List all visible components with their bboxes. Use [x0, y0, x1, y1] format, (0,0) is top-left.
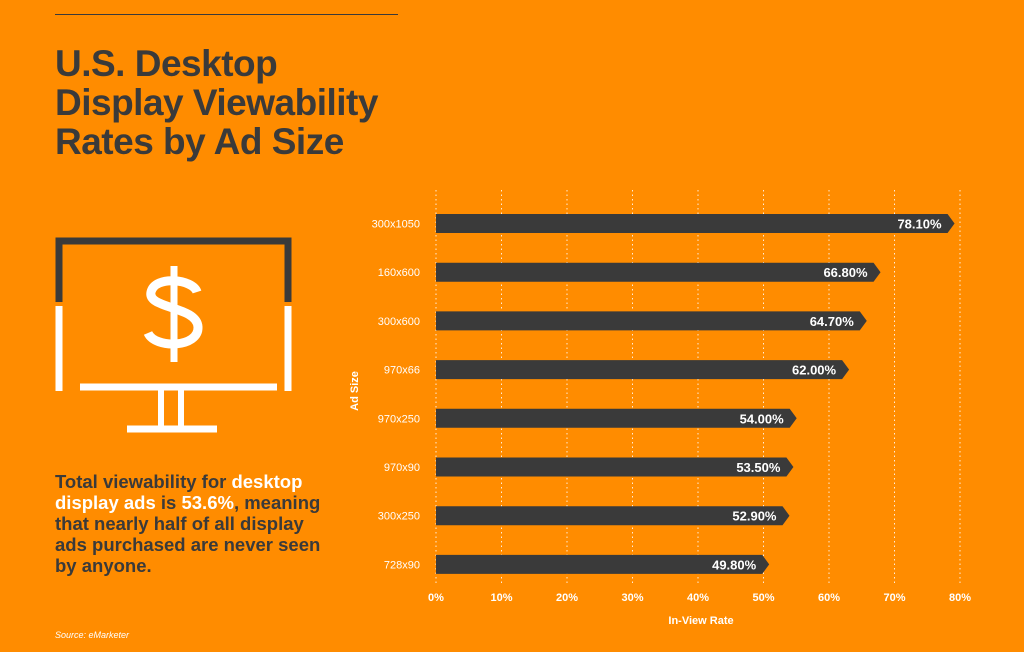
category-label: 970x66 — [384, 365, 420, 377]
x-tick-label: 0% — [428, 592, 444, 604]
summary-part-3: , meaning that nearly half of all displa… — [55, 492, 321, 576]
summary-text: Total viewability for desktop display ad… — [55, 471, 325, 576]
x-tick-label: 60% — [818, 592, 840, 604]
category-label: 300x250 — [378, 511, 420, 523]
value-label: 53.50% — [736, 460, 781, 475]
page-title: U.S. Desktop Display Viewability Rates b… — [55, 44, 378, 161]
value-label: 78.10% — [897, 217, 942, 232]
category-label: 300x600 — [378, 316, 420, 328]
title-line-2: Display Viewability — [55, 82, 378, 123]
summary-part-1: Total viewability for — [55, 471, 232, 492]
bar — [436, 360, 850, 380]
title-line-1: U.S. Desktop — [55, 43, 278, 84]
x-tick-label: 80% — [949, 592, 971, 604]
bar — [436, 262, 881, 282]
source-note: Source: eMarketer — [55, 630, 130, 640]
summary-part-2: is — [155, 492, 182, 513]
value-label: 66.80% — [823, 265, 868, 280]
x-tick-label: 10% — [490, 592, 512, 604]
bar — [436, 408, 797, 428]
bar — [436, 214, 955, 233]
category-label: 160x600 — [378, 267, 420, 279]
monitor-dollar-icon — [55, 236, 295, 436]
value-label: 52.90% — [732, 509, 777, 524]
bar — [436, 506, 790, 526]
y-axis-title: Ad Size — [349, 371, 361, 411]
value-label: 49.80% — [712, 557, 757, 572]
title-line-3: Rates by Ad Size — [55, 121, 344, 162]
category-label: 300x1050 — [372, 219, 420, 231]
x-tick-label: 70% — [883, 592, 905, 604]
x-tick-label: 30% — [621, 592, 643, 604]
value-label: 54.00% — [740, 411, 785, 426]
summary-highlight-1: desktop display ads — [55, 471, 303, 513]
x-axis-title: In-View Rate — [668, 615, 733, 627]
bar — [436, 554, 770, 574]
top-divider — [55, 14, 398, 15]
bar-chart: 0% 10% 20% 30% 40% 50% 60% 70% 80% 300x1050 78.10%… — [349, 190, 971, 627]
value-label: 64.70% — [810, 314, 855, 329]
value-label: 62.00% — [792, 363, 837, 378]
x-tick-label: 20% — [556, 592, 578, 604]
bar — [436, 311, 867, 331]
category-label: 970x250 — [378, 413, 420, 425]
x-tick-label: 50% — [752, 592, 774, 604]
category-label: 970x90 — [384, 462, 420, 474]
category-label: 728x90 — [384, 559, 420, 571]
bar — [436, 457, 794, 477]
x-tick-label: 40% — [687, 592, 709, 604]
summary-highlight-2: 53.6% — [181, 492, 234, 513]
